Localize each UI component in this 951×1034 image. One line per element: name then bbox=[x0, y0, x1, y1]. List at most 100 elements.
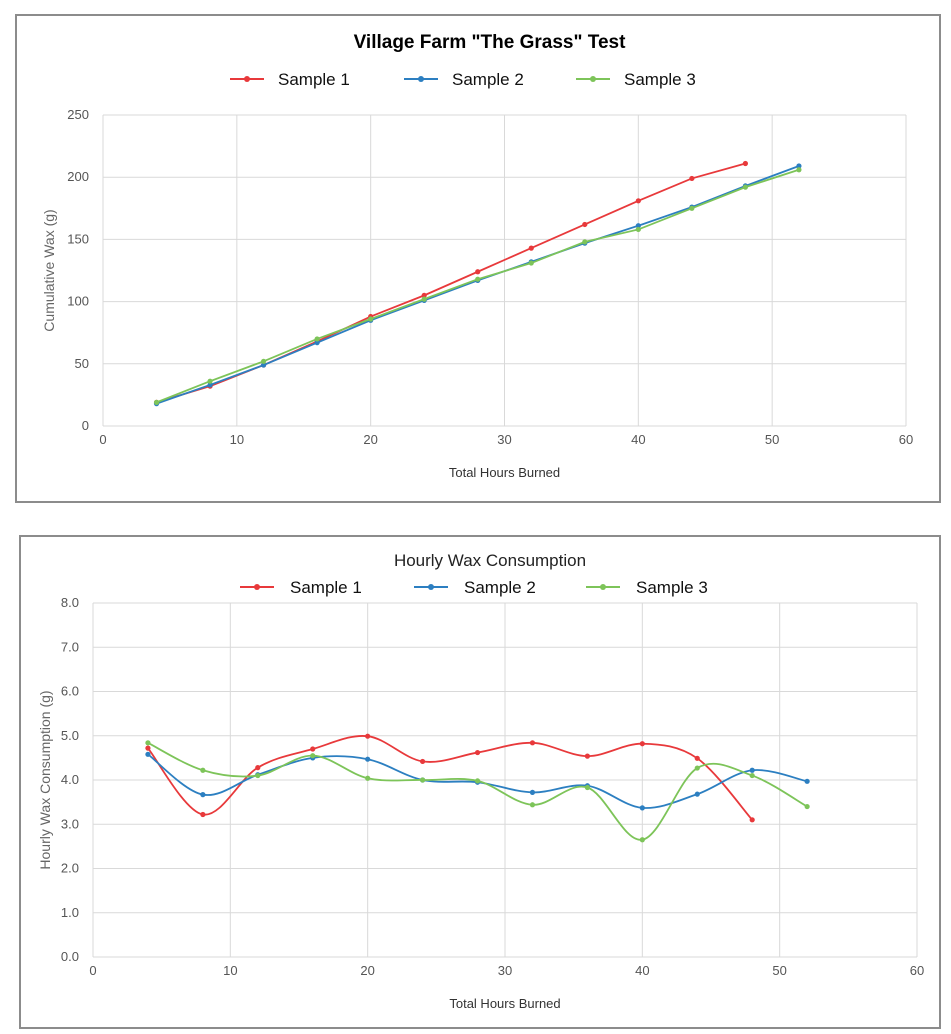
series-line bbox=[156, 168, 800, 404]
data-point bbox=[635, 226, 641, 233]
series-sample-3 bbox=[145, 740, 810, 843]
series-line bbox=[156, 162, 746, 404]
data-point bbox=[639, 837, 645, 843]
series-line bbox=[156, 165, 800, 405]
data-point bbox=[255, 772, 261, 779]
x-tick-label: 40 bbox=[635, 963, 649, 978]
data-point bbox=[365, 733, 371, 739]
data-point bbox=[582, 239, 588, 245]
data-point bbox=[749, 817, 755, 823]
x-tick-label: 60 bbox=[910, 963, 924, 978]
data-point bbox=[796, 163, 802, 169]
data-point bbox=[474, 749, 481, 756]
legend-entry: Sample 3 bbox=[576, 70, 696, 89]
legend-label: Sample 2 bbox=[464, 578, 536, 597]
data-point bbox=[420, 758, 426, 765]
x-tick-label: 10 bbox=[230, 432, 244, 447]
cumulative-wax-chart-panel bbox=[15, 14, 941, 503]
y-tick-label: 8.0 bbox=[61, 595, 79, 610]
y-tick-label: 4.0 bbox=[61, 772, 79, 787]
y-tick-label: 5.0 bbox=[61, 728, 79, 743]
data-point bbox=[749, 767, 755, 773]
data-point bbox=[261, 358, 267, 364]
data-point bbox=[200, 811, 206, 818]
data-point bbox=[528, 245, 534, 251]
x-tick-label: 20 bbox=[363, 432, 377, 447]
x-axis-label: Total Hours Burned bbox=[449, 996, 560, 1011]
y-tick-label: 6.0 bbox=[61, 684, 79, 699]
data-point bbox=[796, 167, 802, 173]
legend-swatch-marker bbox=[590, 76, 596, 82]
legend-entry: Sample 1 bbox=[240, 578, 362, 597]
data-point bbox=[804, 778, 810, 784]
data-point bbox=[255, 765, 261, 771]
legend-entry: Sample 2 bbox=[414, 578, 536, 597]
x-tick-label: 30 bbox=[497, 432, 511, 447]
data-point bbox=[475, 269, 481, 275]
y-tick-label: 50 bbox=[75, 356, 89, 371]
data-point bbox=[153, 399, 160, 405]
legend-label: Sample 2 bbox=[452, 70, 524, 89]
legend-label: Sample 3 bbox=[624, 70, 696, 89]
legend-label: Sample 1 bbox=[290, 578, 362, 597]
data-point bbox=[635, 198, 641, 204]
data-point bbox=[420, 777, 426, 783]
data-point bbox=[365, 756, 371, 762]
legend-entry: Sample 3 bbox=[586, 578, 708, 597]
series-line bbox=[147, 742, 808, 841]
x-tick-label: 0 bbox=[99, 432, 106, 447]
data-point bbox=[474, 778, 481, 784]
data-point bbox=[582, 221, 588, 228]
data-point bbox=[689, 205, 695, 211]
data-point bbox=[529, 740, 536, 746]
series-sample-3 bbox=[153, 167, 802, 405]
series-line bbox=[147, 735, 753, 821]
data-point bbox=[635, 223, 641, 229]
x-tick-label: 40 bbox=[631, 432, 645, 447]
y-tick-label: 7.0 bbox=[61, 639, 79, 654]
data-point bbox=[145, 751, 151, 757]
legend-label: Sample 1 bbox=[278, 70, 350, 89]
legend-label: Sample 3 bbox=[636, 578, 708, 597]
legend-swatch-marker bbox=[600, 584, 606, 590]
chart-title: Hourly Wax Consumption bbox=[394, 551, 586, 570]
y-axis-label: Hourly Wax Consumption (g) bbox=[37, 690, 53, 869]
x-tick-label: 20 bbox=[360, 963, 374, 978]
data-point bbox=[145, 740, 151, 746]
chart-1: Village Farm "The Grass" Test 0 10 20 30 40 50… bbox=[41, 32, 913, 480]
legend-swatch-marker bbox=[254, 584, 260, 590]
legend-entry: Sample 2 bbox=[404, 70, 524, 89]
legend-swatch-marker bbox=[428, 584, 434, 590]
y-tick-label: 0.0 bbox=[61, 949, 79, 964]
y-tick-label: 0 bbox=[82, 418, 89, 433]
data-point bbox=[528, 260, 534, 266]
data-point bbox=[694, 765, 700, 771]
x-axis-label: Total Hours Burned bbox=[449, 465, 560, 480]
chart-title: Village Farm "The Grass" Test bbox=[354, 32, 626, 53]
y-tick-label: 1.0 bbox=[61, 905, 79, 920]
data-point bbox=[310, 753, 316, 759]
y-tick-label: 200 bbox=[67, 169, 89, 184]
legend-swatch-marker bbox=[244, 76, 250, 82]
data-point bbox=[200, 767, 206, 773]
data-point bbox=[742, 184, 749, 190]
data-point bbox=[529, 789, 536, 795]
data-point bbox=[475, 276, 481, 282]
y-tick-label: 250 bbox=[67, 107, 89, 122]
data-point bbox=[742, 160, 749, 167]
data-point bbox=[368, 316, 374, 322]
data-point bbox=[314, 340, 320, 346]
chart-2: Hourly Wax Consumption 0 10 20 30 40 50 60 0.0 1.… bbox=[37, 551, 924, 1011]
series-sample-1 bbox=[145, 733, 755, 823]
x-tick-label: 60 bbox=[899, 432, 913, 447]
y-tick-label: 2.0 bbox=[61, 861, 79, 876]
data-point bbox=[694, 791, 700, 797]
x-tick-label: 0 bbox=[89, 963, 96, 978]
y-tick-label: 100 bbox=[67, 294, 89, 309]
data-point bbox=[145, 745, 151, 751]
data-point bbox=[749, 772, 755, 779]
data-point bbox=[804, 803, 810, 810]
x-tick-label: 10 bbox=[223, 963, 237, 978]
data-point bbox=[639, 741, 645, 747]
y-tick-label: 150 bbox=[67, 231, 89, 246]
